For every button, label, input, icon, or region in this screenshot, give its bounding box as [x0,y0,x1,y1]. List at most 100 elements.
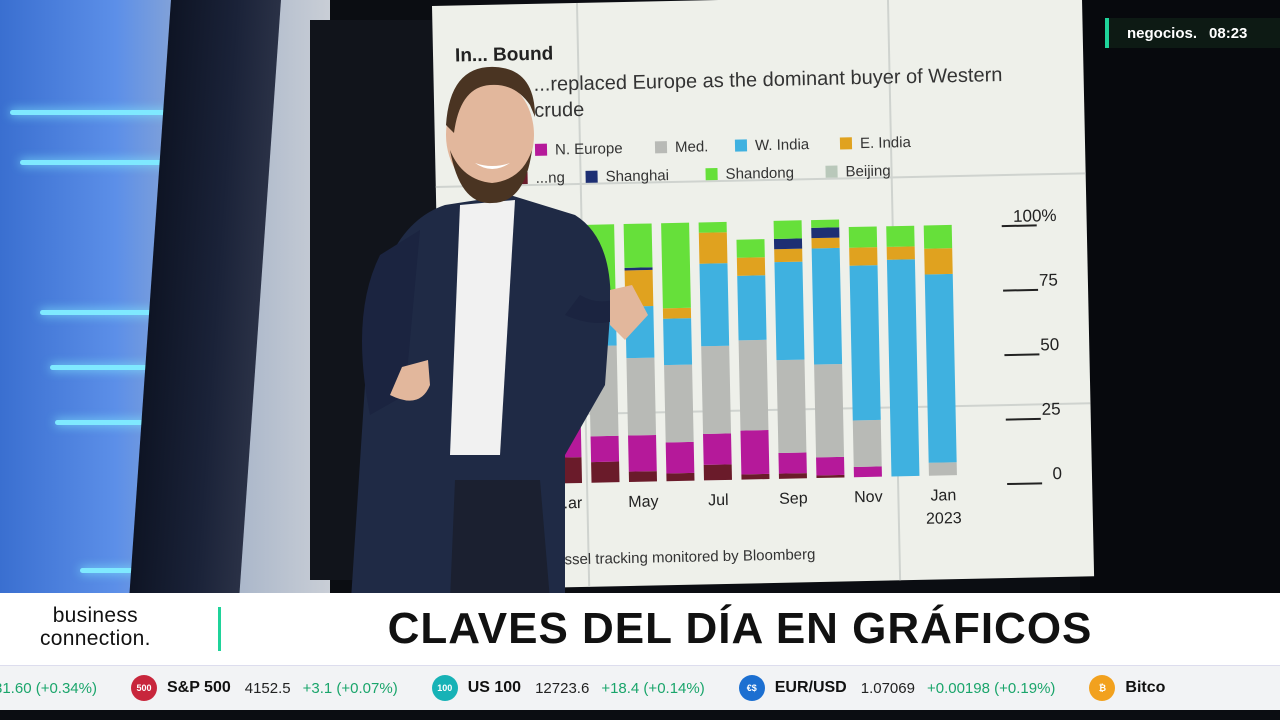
led-strip [80,568,140,573]
bar-segment [737,275,767,341]
presenter-beard [450,150,532,204]
bottom-bar [0,710,1280,720]
bar-segment [774,248,803,263]
ticker-value: 1.07069 [860,679,915,697]
presenter [350,66,648,600]
bar-segment [773,238,803,250]
index-badge-icon: 100 [431,675,458,701]
bar-segment [811,227,840,239]
clock: 08:23 [1209,24,1248,42]
ticker-name: US 100 [467,679,522,696]
led-strip [55,420,180,425]
bar-segment [628,434,657,472]
program-logo-line: connection. [40,627,151,650]
ticker-name: EUR/USD [774,679,847,696]
ticker-value: 12723.6 [535,679,590,697]
bar-segment [849,247,878,266]
logo-divider [218,607,221,651]
bar-segment [886,225,915,247]
bar-segment [591,461,620,483]
bar-segment [590,435,620,463]
bar-segment [886,259,920,477]
y-tick-mark [1005,417,1041,421]
y-tick-label: 75 [1039,270,1058,289]
presenter-trousers [450,480,550,600]
x-tick-label: May [628,493,659,511]
bar-segment [848,226,878,248]
bar-segment [699,263,730,347]
bar-segment [811,219,840,228]
y-tick-label: 25 [1041,399,1060,418]
y-tick-mark [1003,288,1039,292]
ticker-item: 500 S&P 500 4152.5 +3.1 (+0.07%) [131,675,398,701]
x-tick-label: Nov [854,489,883,507]
bar-segment [703,464,732,481]
x-tick-label: Sep [779,490,808,508]
presenter-hair [446,66,535,133]
bitcoin-icon: ₿ [1089,675,1116,701]
bar-segment [666,472,695,482]
ticker-change: +0.00198 (+0.19%) [926,679,1056,697]
program-logo-line: business [52,604,138,627]
bar-segment [665,441,695,474]
bar-segment [623,223,653,268]
bar-segment [738,339,769,431]
bar-segment [778,452,807,474]
led-strip [50,365,180,370]
bar-segment [661,222,691,309]
bar-segment [773,220,802,239]
bar-segment [628,471,658,482]
program-logo: business connection. [40,604,151,650]
bar-segment [928,462,957,476]
y-tick-label: 50 [1040,335,1059,354]
bar-segment [811,247,843,365]
bar-segment [849,265,881,421]
ticker-item: 100 US 100 12723.6 +18.4 (+0.14%) [431,675,705,701]
bar-segment [852,419,882,467]
y-tick-mark [1007,482,1043,486]
bar-segment [663,318,693,366]
x-tick-label: 2023 [926,510,962,528]
ticker-item: 31.60 (+0.34%) [0,680,97,697]
bar-segment [816,456,845,476]
channel-bug: negocios. 08:23 [1105,18,1280,48]
bar-segment [698,221,727,233]
led-strip [40,310,180,315]
ticker-item: ₿ Bitco [1089,675,1179,701]
ticker-name: Bitco [1125,679,1166,696]
ticker-change: +3.1 (+0.07%) [302,679,398,697]
currency-badge-icon: €$ [738,675,765,701]
lower-third: business connection. CLAVES DEL DÍA EN G… [0,593,1280,665]
led-strip [20,160,185,165]
x-tick-label: Jan [930,487,956,505]
bar-segment [886,246,915,260]
presenter-shirt [450,200,515,455]
bar-segment [814,363,845,458]
y-tick-mark [1001,224,1037,228]
presenter-smile [475,163,510,169]
bar-segment [776,359,807,454]
ticker-change: +18.4 (+0.14%) [601,679,705,697]
bar-segment [626,357,657,436]
bar-segment [741,473,770,480]
ticker-name: S&P 500 [167,679,231,696]
channel-name: negocios. [1127,24,1198,42]
bar-segment [816,474,845,479]
bar-segment [924,273,957,463]
bar-segment [811,237,840,249]
market-ticker: 31.60 (+0.34%) 500 S&P 500 4152.5 +3.1 (… [0,665,1280,710]
bar-segment [736,257,766,276]
bar-segment [853,466,882,478]
bar-segment [924,248,953,275]
bar-segment [624,267,653,271]
bar-segment [736,239,765,258]
x-tick-label: Jul [708,492,729,509]
led-strip [10,110,190,115]
y-tick-label: 100% [1013,206,1057,226]
ticker-value: 4152.5 [244,679,291,697]
bar-segment [778,473,807,479]
bar-segment [662,307,692,319]
presenter-hand [610,285,648,340]
bar-segment [774,261,805,361]
